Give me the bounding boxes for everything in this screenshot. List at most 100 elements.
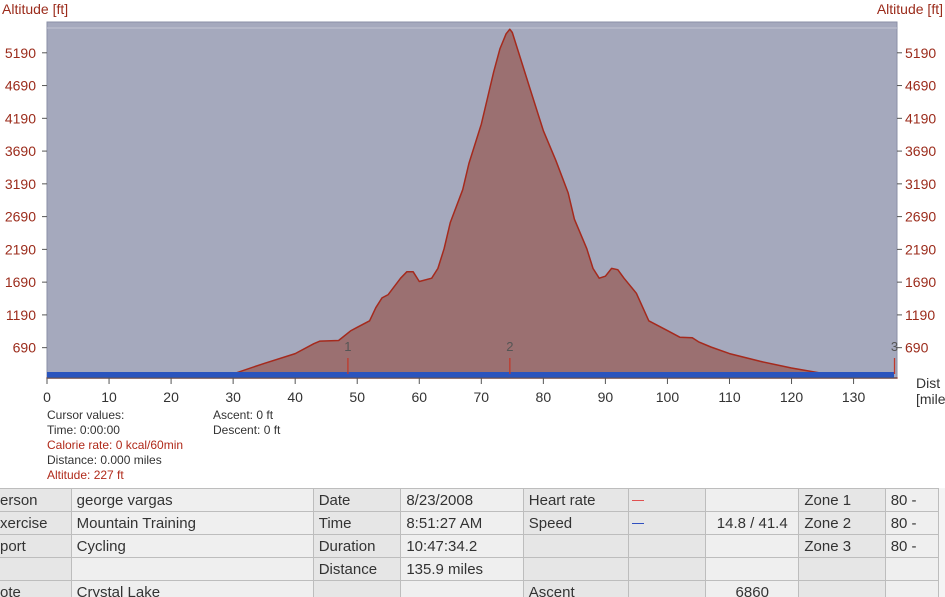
exercise-summary-table: erson george vargas Date 8/23/2008 Heart rat…	[0, 488, 945, 597]
speed-legend-line	[631, 523, 644, 525]
summary-cell: Zone 2	[798, 511, 886, 535]
summary-cell: 135.9 miles	[400, 557, 524, 581]
y-tick-label-left: 5190	[5, 45, 36, 61]
x-tick-label: 40	[287, 389, 303, 405]
summary-cell: Cycling	[70, 534, 314, 558]
summary-cell	[798, 580, 886, 597]
y-tick-label-right: 4190	[905, 110, 936, 126]
lap-label: 3	[891, 339, 898, 354]
summary-cell	[705, 534, 800, 558]
summary-cell: Crystal Lake	[70, 580, 314, 597]
y-tick-label-left: 2690	[5, 209, 36, 225]
x-tick-label: 70	[474, 389, 490, 405]
cursor-title: Cursor values:	[47, 408, 125, 422]
cursor-descent: Descent: 0 ft	[213, 423, 281, 437]
y-tick-label-right: 2690	[905, 209, 936, 225]
x-tick-label: 90	[598, 389, 614, 405]
summary-cell: Speed	[522, 511, 629, 535]
x-tick-label: 60	[411, 389, 427, 405]
cursor-altitude: Altitude: 227 ft	[47, 468, 124, 482]
summary-cell	[705, 488, 800, 512]
altitude-area	[46, 28, 898, 379]
left-axis-title: Altitude [ft]	[2, 1, 68, 17]
summary-cell	[70, 557, 314, 581]
summary-cell: ote	[0, 580, 72, 597]
y-tick-label-right: 2190	[905, 241, 936, 257]
summary-cell: Duration	[312, 534, 402, 558]
x-tick-label: 110	[718, 389, 741, 405]
x-tick-label: 130	[842, 389, 866, 405]
summary-cell	[0, 557, 72, 581]
y-tick-label-left: 690	[13, 340, 37, 356]
y-tick-label-left: 3690	[5, 143, 36, 159]
summary-cell: Ascent	[522, 580, 629, 597]
summary-cell: Zone 3	[798, 534, 886, 558]
x-tick-label: 120	[780, 389, 804, 405]
summary-cell	[627, 534, 707, 558]
summary-cell: Date	[312, 488, 402, 512]
x-tick-label: 100	[656, 389, 680, 405]
summary-cell	[522, 534, 629, 558]
summary-cell: 10:47:34.2	[400, 534, 524, 558]
summary-cell: Time	[312, 511, 402, 535]
summary-cell	[400, 580, 524, 597]
y-tick-label-right: 3690	[905, 143, 936, 159]
cursor-ascent: Ascent: 0 ft	[213, 408, 274, 422]
y-tick-label-left: 3190	[5, 176, 36, 192]
summary-cell: erson	[0, 488, 72, 512]
lap-label: 2	[506, 339, 513, 354]
y-tick-label-right: 5190	[905, 45, 936, 61]
summary-cell	[627, 557, 707, 581]
summary-row-sport: port Cycling Duration 10:47:34.2 Zone 3 80 -	[0, 534, 940, 558]
summary-cell: 14.8 / 41.4	[705, 511, 800, 535]
heart-rate-legend-line	[631, 500, 644, 502]
x-tick-label: 10	[101, 389, 117, 405]
summary-cell	[884, 580, 940, 597]
right-axis-title: Altitude [ft]	[877, 1, 943, 17]
summary-cell: 6860	[705, 580, 800, 597]
y-tick-label-right: 3190	[905, 176, 936, 192]
summary-cell	[627, 580, 707, 597]
summary-cell	[884, 557, 940, 581]
x-tick-label: 50	[349, 389, 365, 405]
summary-cell: Distance	[312, 557, 402, 581]
summary-row-exercise: xercise Mountain Training Time 8:51:27 AM Sp…	[0, 511, 940, 535]
x-axis-unit: [mile	[916, 391, 945, 407]
summary-cell: george vargas	[70, 488, 314, 512]
altitude-chart: Altitude [ft] Altitude [ft] 1 2 3 690 690 11…	[2, 1, 945, 407]
cursor-values-panel: Cursor values: Time: 0:00:00 Calorie rat…	[47, 408, 183, 483]
x-axis-title: Dist	[916, 375, 940, 391]
summary-row-distance: Distance 135.9 miles	[0, 557, 940, 581]
summary-cell: 8/23/2008	[400, 488, 524, 512]
x-tick-label: 30	[225, 389, 241, 405]
ascent-descent-panel: Ascent: 0 ft Descent: 0 ft	[213, 408, 280, 438]
summary-cell: 80 -	[884, 534, 940, 558]
summary-cell: 8:51:27 AM	[400, 511, 524, 535]
summary-cell: port	[0, 534, 72, 558]
y-tick-label-left: 1690	[5, 274, 36, 290]
lap-markers: 1 2 3	[344, 339, 898, 374]
summary-cell: Heart rate	[522, 488, 629, 512]
y-tick-label-right: 4690	[905, 78, 936, 94]
summary-row-note: ote Crystal Lake Ascent 6860	[0, 580, 940, 597]
y-tick-label-right: 1190	[905, 307, 935, 323]
summary-cell	[627, 511, 707, 535]
summary-cell: Mountain Training	[70, 511, 314, 535]
cursor-time: Time: 0:00:00	[47, 423, 120, 437]
x-tick-label: 20	[163, 389, 179, 405]
y-tick-label-left: 4190	[5, 110, 36, 126]
summary-cell	[312, 580, 402, 597]
lap-label: 1	[344, 339, 351, 354]
summary-cell	[522, 557, 629, 581]
y-tick-label-left: 4690	[5, 78, 36, 94]
cursor-distance: Distance: 0.000 miles	[47, 453, 162, 467]
summary-cell	[627, 488, 707, 512]
x-tick-label: 0	[43, 389, 51, 405]
cursor-calorie-rate: Calorie rate: 0 kcal/60min	[47, 438, 184, 452]
summary-cell: Zone 1	[798, 488, 886, 512]
summary-cell: 80 -	[884, 488, 940, 512]
y-tick-label-right: 690	[905, 340, 929, 356]
y-tick-label-left: 2190	[5, 241, 36, 257]
summary-cell: xercise	[0, 511, 72, 535]
